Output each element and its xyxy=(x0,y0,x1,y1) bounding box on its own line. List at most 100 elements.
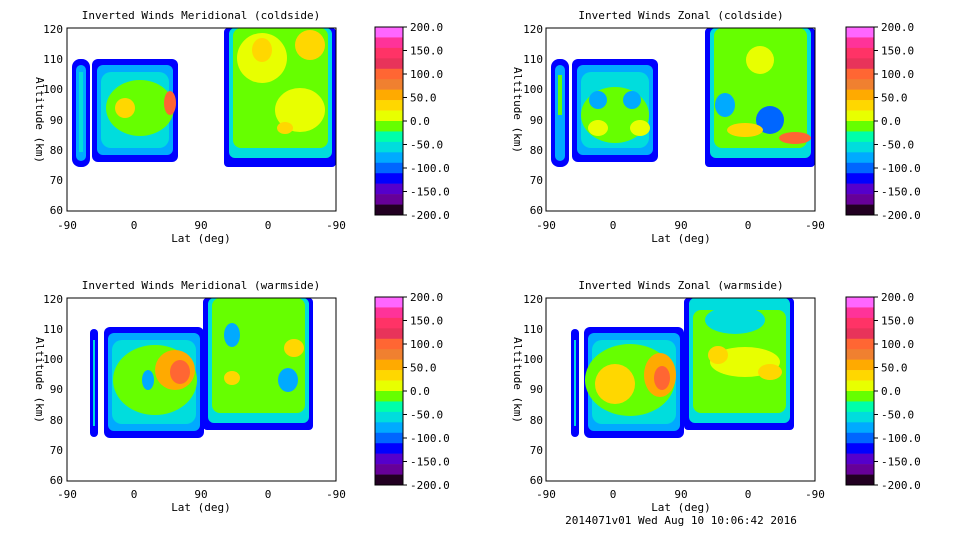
colorbar-swatch xyxy=(375,183,403,195)
colorbar-swatch xyxy=(846,37,874,49)
colorbar-tick-label: 0.0 xyxy=(881,385,901,398)
x-tick-label: -90 xyxy=(326,488,346,501)
colorbar-swatch xyxy=(846,422,874,434)
colorbar-swatch xyxy=(846,380,874,392)
x-tick-label: 0 xyxy=(745,219,752,232)
x-axis: -90 0 90 0 -90 Lat (deg) xyxy=(57,219,346,245)
y-tick-label: 100 xyxy=(523,353,543,366)
colorbar-tick-label: 150.0 xyxy=(881,45,914,58)
y-tick-label: 70 xyxy=(50,174,63,187)
y-tick-label: 120 xyxy=(523,293,543,306)
colorbar-swatch xyxy=(375,453,403,465)
colorbar-swatch xyxy=(375,297,403,308)
y-tick-label: 90 xyxy=(50,114,63,127)
colorbar-tick-label: 200.0 xyxy=(881,291,914,304)
colorbar-tick-label: -150.0 xyxy=(410,186,450,199)
y-tick-label: 110 xyxy=(523,53,543,66)
colorbar-swatch xyxy=(846,349,874,360)
y-tick-label: 90 xyxy=(530,383,543,396)
colorbar-tick-label: -100.0 xyxy=(410,432,450,445)
colorbar-tick-label: 100.0 xyxy=(881,68,914,81)
y-tick-label: 80 xyxy=(50,414,63,427)
colorbar-swatch xyxy=(846,453,874,465)
x-tick-label: 90 xyxy=(194,219,207,232)
colorbar-swatch xyxy=(375,100,403,111)
plot-area xyxy=(66,27,337,212)
x-tick-label: 0 xyxy=(265,219,272,232)
y-tick-label: 80 xyxy=(50,144,63,157)
x-tick-label: 0 xyxy=(610,219,617,232)
colorbar-swatch xyxy=(846,27,874,38)
x-axis-label: Lat (deg) xyxy=(651,501,711,514)
footer-timestamp: 2014071v01 Wed Aug 10 10:06:42 2016 xyxy=(565,514,797,527)
colorbar-tick-label: -200.0 xyxy=(410,479,450,492)
colorbar-tick-label: -50.0 xyxy=(410,139,443,152)
colorbar-swatch xyxy=(846,47,874,59)
colorbar-swatch xyxy=(846,359,874,371)
y-tick-label: 70 xyxy=(530,444,543,457)
colorbar-swatch xyxy=(846,121,874,132)
y-tick-label: 110 xyxy=(43,323,63,336)
colorbar-swatch xyxy=(846,338,874,350)
x-tick-label: 0 xyxy=(610,488,617,501)
x-axis: -90 0 90 0 -90 Lat (deg) xyxy=(536,488,825,514)
y-tick-label: 60 xyxy=(50,204,63,217)
colorbar-swatch xyxy=(375,380,403,392)
x-tick-label: 0 xyxy=(745,488,752,501)
x-tick-label: 90 xyxy=(674,488,687,501)
plot-area xyxy=(66,297,337,482)
colorbar-tick-label: -50.0 xyxy=(881,139,914,152)
colorbar-tick-label: 150.0 xyxy=(410,315,443,328)
colorbar-swatch xyxy=(846,152,874,164)
colorbar-swatch xyxy=(375,411,403,423)
x-axis: -90 0 90 0 -90 Lat (deg) xyxy=(536,219,825,245)
y-tick-label: 100 xyxy=(43,83,63,96)
colorbar: 200.0 150.0 100.0 50.0 0.0 -50.0 -100.0 -150.0 -… xyxy=(845,21,921,222)
x-tick-label: 0 xyxy=(265,488,272,501)
y-tick-label: 120 xyxy=(43,293,63,306)
colorbar-tick-label: 200.0 xyxy=(410,21,443,34)
colorbar-swatch xyxy=(846,183,874,195)
colorbar-swatch xyxy=(375,131,403,143)
colorbar-tick-label: 0.0 xyxy=(410,115,430,128)
colorbar-swatch xyxy=(846,89,874,101)
colorbar-swatch xyxy=(375,317,403,329)
colorbar: 200.0 150.0 100.0 50.0 0.0 -50.0 -100.0 -150.0 -… xyxy=(374,291,450,492)
y-axis: 120 110 100 90 80 70 60 Altitude (km) xyxy=(511,293,543,487)
x-tick-label: 90 xyxy=(674,219,687,232)
colorbar-tick-label: -200.0 xyxy=(881,209,921,222)
y-tick-label: 60 xyxy=(530,204,543,217)
colorbar-swatch xyxy=(375,307,403,319)
colorbar-swatch xyxy=(846,110,874,122)
colorbar-swatch xyxy=(375,464,403,475)
x-axis-label: Lat (deg) xyxy=(171,232,231,245)
y-tick-label: 70 xyxy=(50,444,63,457)
y-axis: 120 110 100 90 80 70 60 Altitude (km) xyxy=(33,293,63,487)
y-tick-label: 100 xyxy=(523,83,543,96)
colorbar-tick-label: 50.0 xyxy=(881,92,908,105)
y-axis-label: Altitude (km) xyxy=(511,67,524,153)
panel-title: Inverted Winds Zonal (coldside) xyxy=(578,9,783,22)
colorbar-tick-label: 200.0 xyxy=(410,291,443,304)
colorbar-swatch xyxy=(375,338,403,350)
x-tick-label: -90 xyxy=(536,488,556,501)
y-tick-label: 80 xyxy=(530,144,543,157)
colorbar-tick-label: -200.0 xyxy=(410,209,450,222)
x-tick-label: 0 xyxy=(131,488,138,501)
colorbar-tick-label: 100.0 xyxy=(410,338,443,351)
x-tick-label: 0 xyxy=(131,219,138,232)
x-tick-label: -90 xyxy=(57,488,77,501)
colorbar-tick-label: 100.0 xyxy=(410,68,443,81)
colorbar-swatch xyxy=(846,307,874,319)
colorbar-swatch xyxy=(846,370,874,381)
colorbar-swatch xyxy=(375,68,403,80)
colorbar-swatch xyxy=(846,464,874,475)
x-tick-label: 90 xyxy=(194,488,207,501)
y-tick-label: 110 xyxy=(43,53,63,66)
panel-title: Inverted Winds Meridional (warmside) xyxy=(82,279,320,292)
colorbar-swatch xyxy=(375,349,403,360)
colorbar-swatch xyxy=(375,474,403,486)
plot-area xyxy=(545,297,816,482)
colorbar-swatch xyxy=(846,173,874,184)
